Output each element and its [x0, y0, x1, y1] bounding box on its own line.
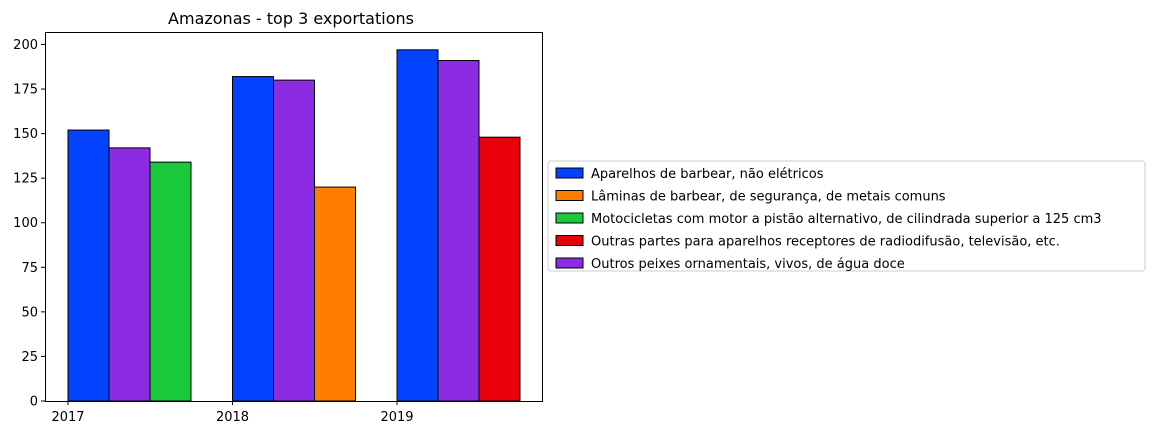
legend-swatch — [555, 257, 584, 269]
legend-label: Motocicletas com motor a pistão alternat… — [591, 212, 1102, 227]
bar-2019-1 — [396, 49, 439, 402]
legend-label: Lâminas de barbear, de segurança, de met… — [591, 190, 946, 205]
y-tick-label: 125 — [13, 172, 38, 187]
bar-2018-2 — [273, 79, 315, 402]
y-tick-label: 25 — [21, 350, 38, 365]
bar-2017-1 — [67, 129, 110, 402]
legend-swatch — [555, 167, 584, 179]
y-axis: 0 25 50 75 100 125 150 175 200 — [13, 38, 45, 410]
x-tick-label: 2017 — [51, 410, 84, 425]
bar-2018-1 — [232, 76, 274, 402]
y-tick-label: 50 — [21, 305, 38, 320]
y-tick-label: 175 — [13, 83, 38, 98]
plot-frame — [45, 32, 543, 402]
legend-swatch — [555, 190, 584, 201]
legend-box — [547, 160, 1146, 272]
bar-2019-3 — [478, 136, 521, 402]
y-tick-label: 75 — [21, 261, 38, 276]
bar-2019-2 — [437, 60, 480, 402]
legend-swatch — [555, 235, 584, 246]
legend: Aparelhos de barbear, não elétricos Lâmin… — [547, 160, 1146, 272]
x-axis: 2017 2018 2019 — [51, 401, 414, 425]
y-tick-label: 100 — [13, 216, 38, 231]
legend-swatch — [555, 212, 584, 224]
legend-label: Outras partes para aparelhos receptores … — [591, 235, 1060, 250]
y-tick-label: 150 — [13, 127, 38, 142]
bar-2018-3 — [314, 186, 356, 402]
x-tick-label: 2018 — [216, 410, 249, 425]
y-tick-label: 0 — [30, 395, 38, 410]
bar-2017-3 — [149, 161, 192, 402]
bars-layer — [67, 49, 521, 402]
x-tick-label: 2019 — [380, 410, 413, 425]
bar-2017-2 — [108, 147, 151, 402]
y-tick-label: 200 — [13, 38, 38, 53]
legend-label: Outros peixes ornamentais, vivos, de águ… — [591, 257, 905, 272]
chart-title: Amazonas - top 3 exportations — [168, 9, 414, 28]
legend-label: Aparelhos de barbear, não elétricos — [591, 167, 824, 182]
